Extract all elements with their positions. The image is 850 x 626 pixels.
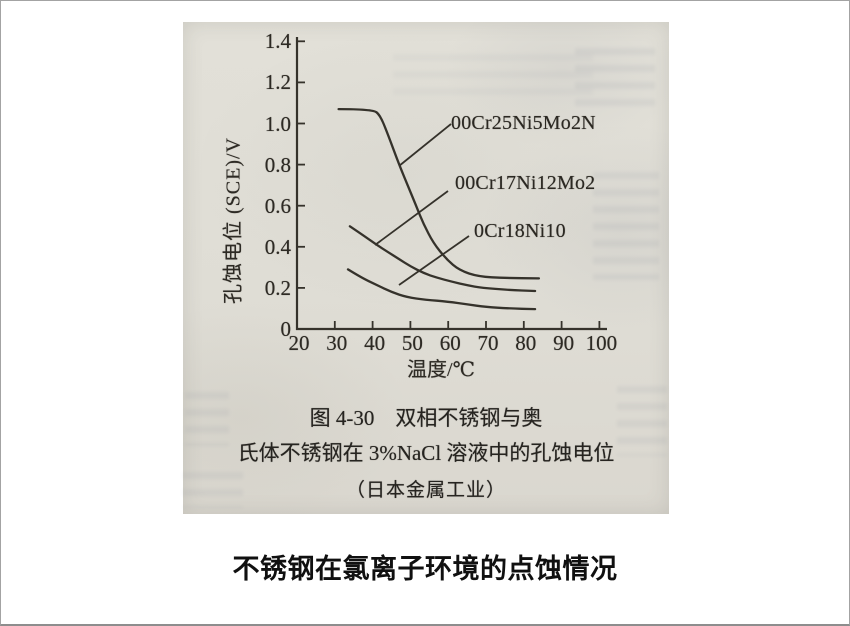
figure-caption-source: （日本金属工业） xyxy=(345,480,506,501)
x-tick-label: 40 xyxy=(364,331,386,355)
curve-label-00Cr17Ni12Mo2: 00Cr17Ni12Mo2 xyxy=(455,172,596,194)
y-tick-label: 1.2 xyxy=(264,70,291,95)
page-title: 不锈钢在氯离子环境的点蚀情况 xyxy=(232,554,618,584)
figure-caption-line-1: 图 4-30 双相不锈钢与奥 xyxy=(309,406,543,430)
label-pointer-2 xyxy=(374,190,449,246)
x-tick-label: 80 xyxy=(515,331,537,355)
y-tick-label: 0.6 xyxy=(264,193,291,218)
curve-0Cr18Ni10 xyxy=(346,268,537,311)
pitting-potential-chart xyxy=(295,37,607,331)
y-tick-label: 0.8 xyxy=(264,152,291,177)
y-tick-label: 0.4 xyxy=(264,234,291,259)
label-pointer-1 xyxy=(398,123,452,167)
y-tick-label: 0.2 xyxy=(264,275,291,300)
curve-label-0Cr18Ni10: 0Cr18Ni10 xyxy=(474,220,566,242)
curve-label-00Cr25Ni5Mo2N: 00Cr25Ni5Mo2N xyxy=(451,112,596,134)
y-tick-label: 0 xyxy=(280,317,292,341)
label-pointer-3 xyxy=(398,235,470,286)
y-tick-label: 1.4 xyxy=(264,29,291,54)
x-tick-label: 70 xyxy=(477,331,499,355)
y-tick-label: 1.0 xyxy=(264,111,291,136)
curve-00Cr17Ni12Mo2 xyxy=(348,225,537,293)
x-tick-label: 100 xyxy=(585,331,618,355)
x-tick-label: 50 xyxy=(401,331,423,355)
figure-caption-line-2: 氏体不锈钢在 3%NaCl 溶液中的孔蚀电位 xyxy=(237,441,615,465)
x-tick-label: 20 xyxy=(288,331,310,355)
x-tick-label: 90 xyxy=(553,331,575,355)
x-tick-label: 30 xyxy=(326,331,348,355)
curve-00Cr25Ni5Mo2N xyxy=(337,107,541,280)
scanned-figure-region: 孔蚀电位 (SCE)/V 温度/℃ 0 0.2 0.4 0.6 0.8 1.0 1.2 1.4… xyxy=(183,22,669,514)
x-tick-label: 60 xyxy=(439,331,461,355)
x-axis-title: 温度/℃ xyxy=(407,359,475,381)
